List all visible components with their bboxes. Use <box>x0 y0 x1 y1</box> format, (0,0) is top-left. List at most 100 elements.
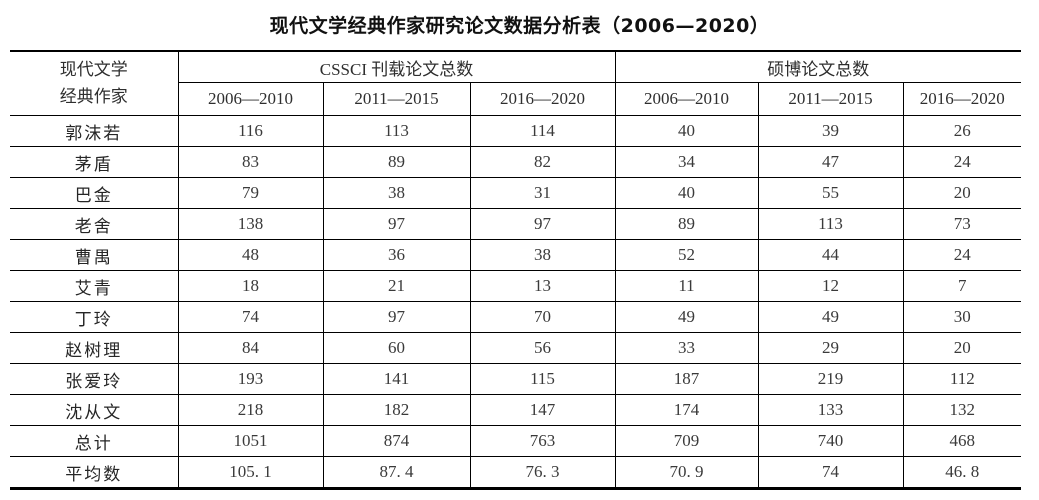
value-cell: 133 <box>757 394 903 426</box>
writer-name-cell: 丁玲 <box>10 301 178 333</box>
value-cell: 763 <box>469 425 615 457</box>
table-row: 沈从文 218 182 147 174 133 132 <box>10 394 1022 426</box>
value-cell: 30 <box>902 301 1022 333</box>
table-container: 现代文学 经典作家 CSSCI 刊载论文总数 硕博论文总数 2006—2010 … <box>10 50 1039 490</box>
value-cell: 709 <box>614 425 758 457</box>
table-row: 艾青 18 21 13 11 12 7 <box>10 270 1022 302</box>
value-cell: 874 <box>322 425 470 457</box>
value-cell: 40 <box>614 177 758 209</box>
table-row: 茅盾 83 89 82 34 47 24 <box>10 146 1022 178</box>
value-cell: 138 <box>177 208 323 240</box>
value-cell: 44 <box>757 239 903 271</box>
value-cell: 116 <box>177 115 323 147</box>
value-cell: 52 <box>614 239 758 271</box>
value-cell: 83 <box>177 146 323 178</box>
table-row: 曹禺 48 36 38 52 44 24 <box>10 239 1022 271</box>
value-cell: 13 <box>469 270 615 302</box>
value-cell: 29 <box>757 332 903 364</box>
row-header-line1: 现代文学 <box>59 60 128 80</box>
value-cell: 193 <box>177 363 323 395</box>
table-row: 巴金 79 38 31 40 55 20 <box>10 177 1022 209</box>
table-row: 张爱玲 193 141 115 187 219 112 <box>10 363 1022 395</box>
col-group-theses: 硕博论文总数 <box>614 51 1022 83</box>
col-header-theses-2006-2010: 2006—2010 <box>614 82 758 116</box>
table-row: 郭沫若 116 113 114 40 39 26 <box>10 115 1022 147</box>
writer-name-cell: 茅盾 <box>10 146 178 178</box>
value-cell: 132 <box>902 394 1022 426</box>
value-cell: 87. 4 <box>322 456 470 489</box>
writer-name-cell: 艾青 <box>10 270 178 302</box>
writer-name-cell: 平均数 <box>10 456 178 489</box>
value-cell: 89 <box>322 146 470 178</box>
table-row: 丁玲 74 97 70 49 49 30 <box>10 301 1022 333</box>
value-cell: 79 <box>177 177 323 209</box>
data-table: 现代文学 经典作家 CSSCI 刊载论文总数 硕博论文总数 2006—2010 … <box>10 50 1022 490</box>
value-cell: 20 <box>902 332 1022 364</box>
value-cell: 468 <box>902 425 1022 457</box>
value-cell: 49 <box>614 301 758 333</box>
value-cell: 147 <box>469 394 615 426</box>
writer-name-cell: 老舍 <box>10 208 178 240</box>
value-cell: 73 <box>902 208 1022 240</box>
value-cell: 49 <box>757 301 903 333</box>
value-cell: 12 <box>757 270 903 302</box>
table-body: 郭沫若 116 113 114 40 39 26 茅盾 83 89 82 34 … <box>10 115 1022 489</box>
value-cell: 70. 9 <box>614 456 758 489</box>
col-header-cssci-2016-2020: 2016—2020 <box>469 82 615 116</box>
value-cell: 36 <box>322 239 470 271</box>
value-cell: 113 <box>322 115 470 147</box>
value-cell: 115 <box>469 363 615 395</box>
value-cell: 97 <box>322 301 470 333</box>
writer-name-cell: 曹禺 <box>10 239 178 271</box>
col-header-theses-2011-2015: 2011—2015 <box>757 82 903 116</box>
value-cell: 105. 1 <box>177 456 323 489</box>
value-cell: 48 <box>177 239 323 271</box>
writer-name-cell: 巴金 <box>10 177 178 209</box>
value-cell: 55 <box>757 177 903 209</box>
writer-name-cell: 张爱玲 <box>10 363 178 395</box>
col-header-cssci-2006-2010: 2006—2010 <box>177 82 323 116</box>
value-cell: 74 <box>757 456 903 489</box>
row-header-line2: 经典作家 <box>59 86 128 106</box>
value-cell: 46. 8 <box>902 456 1022 489</box>
value-cell: 114 <box>469 115 615 147</box>
value-cell: 76. 3 <box>469 456 615 489</box>
value-cell: 89 <box>614 208 758 240</box>
value-cell: 39 <box>757 115 903 147</box>
value-cell: 97 <box>469 208 615 240</box>
value-cell: 219 <box>757 363 903 395</box>
value-cell: 70 <box>469 301 615 333</box>
value-cell: 740 <box>757 425 903 457</box>
value-cell: 38 <box>469 239 615 271</box>
value-cell: 113 <box>757 208 903 240</box>
writer-name-cell: 郭沫若 <box>10 115 178 147</box>
table-title: 现代文学经典作家研究论文数据分析表（2006—2020） <box>269 15 770 37</box>
writer-name-cell: 总计 <box>10 425 178 457</box>
group-header-row: 现代文学 经典作家 CSSCI 刊载论文总数 硕博论文总数 <box>10 51 1022 116</box>
row-header-cell: 现代文学 经典作家 <box>10 51 178 116</box>
value-cell: 47 <box>757 146 903 178</box>
writer-name-cell: 赵树理 <box>10 332 178 364</box>
col-group-cssci: CSSCI 刊载论文总数 <box>177 51 615 83</box>
value-cell: 141 <box>322 363 470 395</box>
value-cell: 21 <box>322 270 470 302</box>
value-cell: 24 <box>902 146 1022 178</box>
value-cell: 33 <box>614 332 758 364</box>
value-cell: 60 <box>322 332 470 364</box>
value-cell: 56 <box>469 332 615 364</box>
col-header-theses-2016-2020: 2016—2020 <box>902 82 1022 116</box>
value-cell: 18 <box>177 270 323 302</box>
value-cell: 34 <box>614 146 758 178</box>
value-cell: 187 <box>614 363 758 395</box>
table-row: 平均数 105. 1 87. 4 76. 3 70. 9 74 46. 8 <box>10 456 1022 489</box>
value-cell: 38 <box>322 177 470 209</box>
value-cell: 182 <box>322 394 470 426</box>
value-cell: 84 <box>177 332 323 364</box>
period-header-row: 2006—2010 2011—2015 2016—2020 2006—2010 … <box>10 82 1022 116</box>
value-cell: 218 <box>177 394 323 426</box>
writer-name-cell: 沈从文 <box>10 394 178 426</box>
table-row: 赵树理 84 60 56 33 29 20 <box>10 332 1022 364</box>
value-cell: 174 <box>614 394 758 426</box>
value-cell: 97 <box>322 208 470 240</box>
